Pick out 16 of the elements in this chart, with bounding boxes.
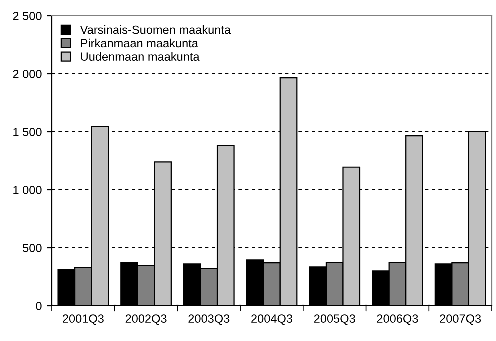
x-tick-label: 2003Q3 [188,314,230,326]
x-tick-label: 2006Q3 [377,314,418,326]
x-tick-label: 2004Q3 [252,314,292,326]
x-tick-label: 2005Q3 [314,314,356,326]
y-tick-label: 0 [36,302,42,310]
y-tick-label: 1 000 [14,186,42,194]
y-tick-label: 1 500 [14,128,42,136]
x-tick-label: 2001Q3 [63,314,104,326]
legend-label: Uudenmaan maakunta [81,52,200,62]
y-tick-label: 2 500 [13,12,42,20]
y-tick-label: 2 000 [13,70,42,78]
legend-label: Pirkanmaan maakunta [81,38,198,48]
legend-label: Varsinais-Suomen maakunta [80,26,232,34]
x-tick-label: 2007Q3 [440,314,482,326]
x-tick-label: 2002Q3 [126,314,167,326]
y-tick-label: 500 [23,244,42,252]
